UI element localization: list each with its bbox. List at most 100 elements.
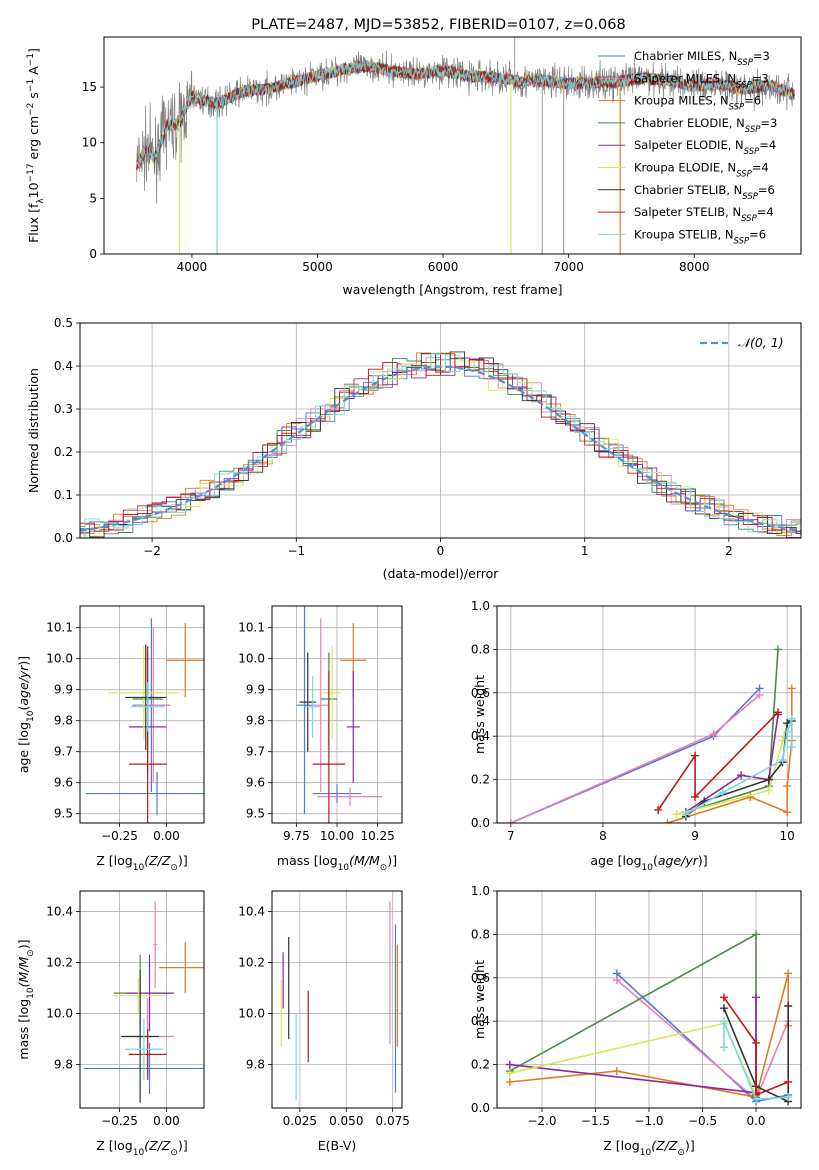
y-tick-label: 10.0 (46, 1007, 73, 1021)
error-bar-point (83, 1042, 204, 1094)
legend-label: Chabrier ELODIE, NSSP=3 (634, 116, 777, 135)
x-axis-label-part: )] (698, 853, 708, 868)
weight-line (685, 714, 779, 813)
x-axis-label: Z [log10(Z/Z⊙)] (96, 853, 187, 873)
y-tick-label: 0.3 (54, 402, 73, 416)
normal-curve (80, 365, 801, 532)
y-tick-label: 9.6 (54, 776, 73, 790)
error-bar-point (346, 671, 360, 783)
y-tick-label: 10.0 (238, 1007, 265, 1021)
weight-marker (764, 775, 773, 784)
weight-line (685, 718, 793, 815)
x-tick-label: 8 (599, 829, 607, 843)
x-tick-label: −1.0 (634, 1114, 663, 1128)
y-axis-label-part: )] (16, 939, 31, 949)
panel-Z_mass: −0.25 0.009.810.010.210.4Z [log10(Z/Z⊙)]m… (16, 890, 205, 1158)
y-tick-label: 9.7 (54, 745, 73, 759)
legend-label-sub: SSP (736, 170, 752, 180)
y-axis-label: Normed distribution (26, 368, 41, 493)
y-tick-label: 0.2 (471, 773, 490, 787)
legend-label-suffix: =3 (760, 116, 777, 130)
y-axis-label-part: erg cm (26, 116, 41, 164)
legend-entry: Salpeter ELODIE, NSSP=4 (598, 138, 776, 157)
plot-area-Z_weight (505, 930, 793, 1106)
y-tick-label: 9.6 (246, 776, 265, 790)
y-axis-label-part: −1 (26, 53, 36, 66)
axes-frame (79, 890, 205, 1109)
x-axis-label-part: )] (387, 853, 397, 868)
weight-marker (612, 975, 621, 984)
weight-marker (719, 993, 728, 1002)
error-bar-point (136, 627, 171, 783)
y-tick-label: 10.4 (238, 904, 265, 918)
y-axis-label-part: ] (26, 48, 41, 53)
legend-entry: Kroupa STELIB, NSSP=6 (598, 227, 766, 246)
x-tick-label: 2 (725, 544, 733, 558)
weight-marker (773, 708, 782, 717)
error-bar-point (125, 644, 167, 751)
legend-label: Salpeter ELODIE, NSSP=4 (634, 138, 776, 157)
weight-line (723, 996, 789, 1097)
y-tick-label: 0.0 (471, 816, 490, 830)
weight-marker (719, 1004, 728, 1013)
legend-label-sub: SSP (729, 103, 745, 113)
x-tick-label: −2 (143, 544, 161, 558)
legend-entry: Chabrier ELODIE, NSSP=3 (598, 116, 777, 135)
weight-marker (505, 1077, 514, 1086)
x-axis-label: Z [log10(Z/Z⊙)] (96, 1138, 187, 1158)
y-tick-label: 9.7 (246, 745, 265, 759)
legend-label-suffix: =6 (758, 183, 775, 197)
error-bar-point (108, 646, 180, 740)
x-tick-label: 9.75 (283, 829, 310, 843)
histogram-series (80, 355, 801, 537)
legend-label-sub: SSP (737, 58, 753, 68)
y-axis-label-part: 10 (26, 182, 41, 198)
x-tick-label: 0 (437, 544, 445, 558)
x-axis-label-part: ( (653, 853, 658, 868)
error-bar-point (312, 618, 329, 792)
weight-line (723, 1020, 789, 1101)
y-tick-label: 0.2 (54, 445, 73, 459)
legend-label-suffix: =4 (759, 138, 776, 152)
legend-label-suffix: =6 (749, 227, 766, 241)
weight-marker (752, 993, 761, 1002)
weight-marker (681, 810, 690, 819)
y-tick-label: 9.9 (246, 683, 265, 697)
y-axis-label-part: ( (16, 706, 31, 711)
weight-marker (505, 1069, 514, 1078)
panel-residual: −2 −1 0 1 2 0.0 0.1 0.2 0.3 0.4 0.5 (data-model)/er… (26, 316, 802, 581)
spectrum-model-line (136, 59, 795, 171)
y-tick-label: 0.4 (471, 1014, 490, 1028)
weight-marker (505, 1060, 514, 1069)
x-tick-label: 10 (780, 829, 795, 843)
weight-series (681, 717, 796, 821)
histogram-series (80, 352, 801, 535)
histogram-series (80, 353, 801, 538)
weight-marker (752, 1038, 761, 1047)
axes-frame (271, 890, 403, 1109)
legend-label-text: Chabrier MILES, N (634, 49, 737, 63)
x-tick-label: 0.00 (153, 1114, 180, 1128)
x-axis-label-part: )] (178, 1138, 188, 1153)
weight-marker (752, 1095, 761, 1104)
weight-series (506, 690, 764, 823)
x-axis-label-part: 10 (640, 1148, 652, 1158)
y-tick-label: 9.8 (54, 1058, 73, 1072)
y-axis-label-part: ⊙ (26, 949, 36, 957)
plot-area-Z_mass (83, 901, 204, 1103)
x-tick-label: 6000 (428, 260, 459, 274)
y-axis-label-part: (M/M (16, 957, 31, 988)
panel-spectrum: PLATE=2487, MJD=53852, FIBERID=0107, z=0… (26, 17, 802, 297)
x-tick-label: −1 (287, 544, 305, 558)
weight-marker (787, 714, 796, 723)
y-tick-label: 0.4 (471, 729, 490, 743)
x-axis-label-part: Z [log (96, 853, 132, 868)
y-tick-label: 10.2 (238, 955, 265, 969)
y-axis-label: mass weight (472, 675, 487, 754)
legend-label-sub: SSP (741, 214, 757, 224)
x-tick-label: 10.25 (360, 829, 394, 843)
error-bar-point (317, 787, 383, 806)
x-axis-label: age [log10(age/yr)] (590, 853, 707, 873)
weight-marker (764, 786, 773, 795)
